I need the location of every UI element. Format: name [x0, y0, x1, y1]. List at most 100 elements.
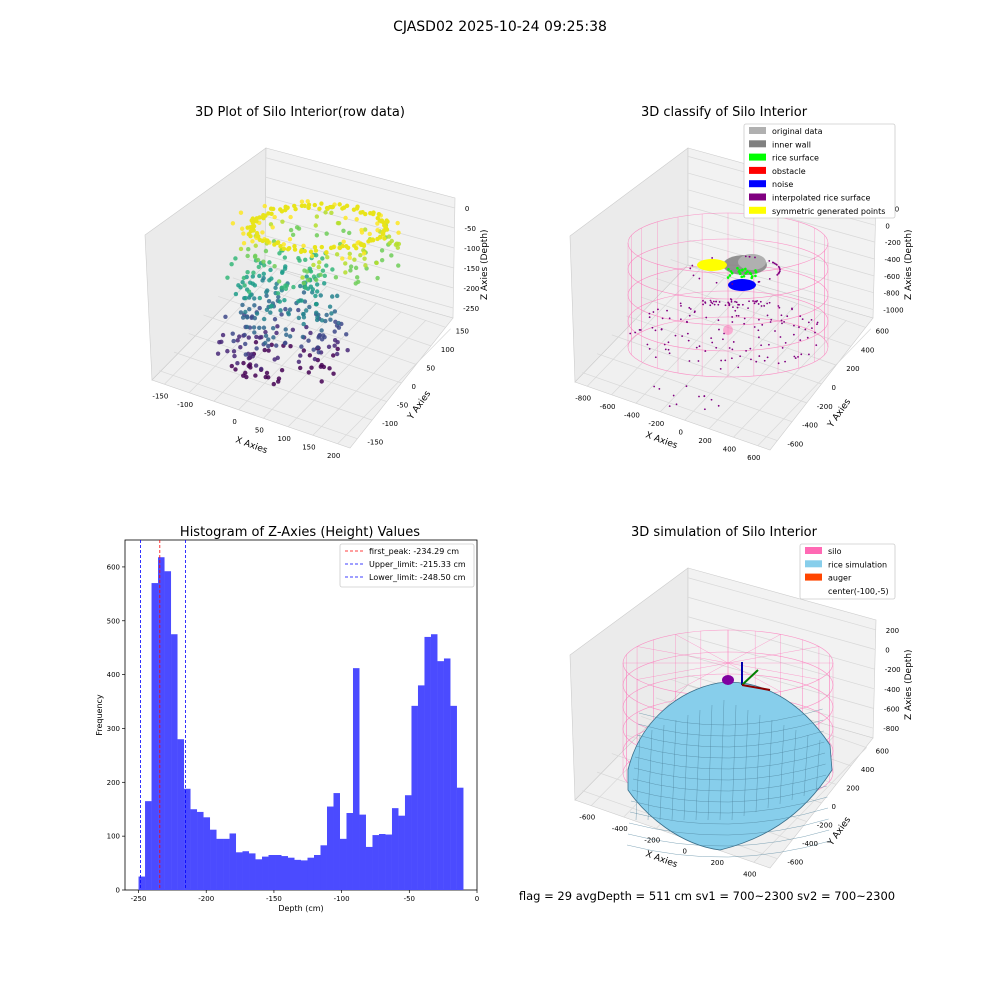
data-point	[375, 221, 380, 226]
data-point	[223, 314, 228, 319]
legend-swatch	[749, 153, 766, 161]
interpolated-point	[686, 321, 688, 324]
histogram-bar	[275, 855, 282, 890]
legend-label: rice simulation	[828, 560, 887, 569]
data-point	[244, 374, 249, 380]
silo-roof-line	[727, 646, 819, 664]
legend-label: Upper_limit: -215.33 cm	[369, 560, 466, 569]
histogram-bar	[301, 860, 308, 890]
interpolated-point	[660, 328, 663, 331]
grid-line	[287, 311, 402, 427]
x-tick-label: -50	[404, 895, 415, 903]
data-point	[240, 302, 245, 308]
data-point	[215, 351, 221, 356]
rice-surface-point	[742, 274, 746, 278]
interpolated-point	[730, 300, 733, 303]
data-point	[324, 250, 329, 255]
data-point	[344, 332, 349, 337]
data-point	[272, 263, 277, 269]
data-point	[298, 353, 303, 358]
data-point	[322, 273, 327, 279]
interpolated-point	[778, 271, 781, 274]
interpolated-point	[737, 314, 740, 317]
data-point	[260, 230, 265, 235]
data-point	[283, 327, 288, 332]
surface-mesh-line	[627, 829, 830, 847]
silo-roof-line	[637, 662, 729, 680]
data-point	[251, 270, 256, 275]
y-tick-label: 100	[107, 833, 120, 841]
grid-line	[582, 372, 778, 441]
interpolated-point	[687, 339, 690, 342]
data-point	[241, 240, 247, 246]
z-tick-label: -200	[885, 239, 901, 247]
data-point	[292, 247, 298, 252]
data-point	[229, 363, 235, 369]
histogram-reference-lines	[140, 540, 186, 890]
grid-line	[265, 196, 455, 249]
x-tick-label: -600	[579, 814, 595, 822]
histogram-bar	[288, 857, 295, 890]
interpolated-point	[759, 300, 762, 303]
data-point	[270, 326, 276, 331]
interpolated-point	[693, 311, 696, 314]
data-point	[269, 211, 274, 217]
data-point	[314, 214, 320, 219]
interpolated-point	[798, 326, 800, 328]
data-point	[245, 269, 250, 275]
data-point	[282, 298, 287, 303]
interpolated-point	[743, 317, 746, 320]
interpolated-point	[709, 299, 712, 302]
data-point	[238, 345, 243, 350]
panel-2-classified-points	[627, 212, 829, 411]
rice-surface-point	[736, 266, 739, 270]
data-point	[264, 307, 270, 313]
interpolated-point	[712, 300, 715, 303]
surface-mesh-line	[631, 785, 827, 803]
histogram-bar	[339, 838, 347, 890]
z-tick-label: -50	[465, 225, 476, 233]
data-point	[303, 308, 309, 313]
histogram-bar	[352, 668, 360, 890]
data-point	[306, 205, 311, 210]
data-point	[231, 338, 236, 344]
data-point	[347, 251, 352, 256]
interpolated-point	[653, 385, 656, 388]
interpolated-point	[753, 326, 756, 328]
z-tick-label: -200	[464, 285, 480, 293]
rice-surface-point	[754, 271, 758, 274]
interpolated-point	[793, 324, 795, 327]
x-tick-label: -50	[204, 409, 215, 417]
data-point	[320, 256, 325, 261]
data-point	[249, 315, 254, 320]
surface-mesh-line	[695, 709, 701, 821]
z-tick-label: -400	[884, 686, 900, 694]
interpolated-point	[752, 300, 754, 302]
interpolated-point	[734, 300, 736, 303]
data-point	[330, 267, 335, 272]
interpolated-point	[680, 304, 682, 307]
data-point	[253, 363, 259, 368]
interpolated-point	[685, 385, 688, 388]
interpolated-point	[703, 395, 706, 398]
data-point	[374, 260, 379, 266]
data-point	[273, 285, 278, 291]
data-point	[263, 333, 269, 339]
panel-1-xlabel: X Axies	[234, 435, 269, 456]
histogram-bar	[443, 658, 451, 890]
panel-1-ticks: -150 -100 -50 0 50 100 150 200 -150 -100 -50 0 50 100…	[152, 205, 480, 460]
interpolated-point	[668, 317, 671, 320]
interpolated-point	[672, 394, 675, 397]
surface-mesh-line	[636, 730, 824, 748]
legend-label: obstacle	[772, 167, 806, 176]
data-point	[242, 283, 247, 288]
data-point	[335, 220, 341, 226]
interpolated-point	[702, 303, 704, 306]
surface-mesh-line	[630, 796, 828, 814]
surface-mesh-line	[635, 741, 825, 759]
data-point	[300, 275, 305, 280]
interpolated-point	[748, 300, 750, 303]
data-point	[324, 263, 329, 268]
histogram-bar	[450, 705, 457, 890]
data-point	[248, 293, 253, 298]
